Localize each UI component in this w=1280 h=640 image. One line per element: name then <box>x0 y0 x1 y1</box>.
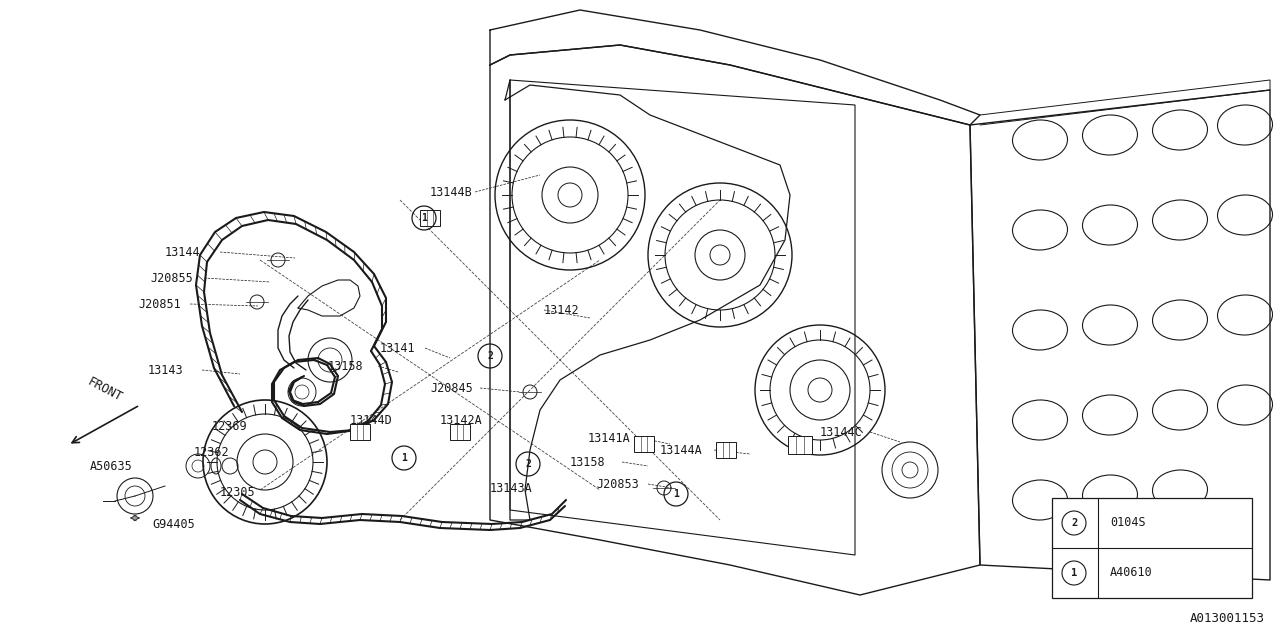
Bar <box>788 436 812 454</box>
Bar <box>634 436 654 452</box>
Text: FRONT: FRONT <box>86 376 124 404</box>
Bar <box>420 210 440 226</box>
Text: 13144A: 13144A <box>660 444 703 456</box>
Bar <box>716 442 736 458</box>
Text: G94405: G94405 <box>152 518 195 531</box>
Text: 0104S: 0104S <box>1110 516 1146 529</box>
Text: 13143A: 13143A <box>490 481 532 495</box>
Text: 12362: 12362 <box>195 445 229 458</box>
Text: 12305: 12305 <box>220 486 256 499</box>
Text: 13144C: 13144C <box>820 426 863 438</box>
Text: 2: 2 <box>488 351 493 361</box>
Text: 13144D: 13144D <box>349 413 393 426</box>
Text: 1: 1 <box>1071 568 1078 578</box>
Text: 1: 1 <box>673 489 678 499</box>
Text: 13141A: 13141A <box>588 431 631 445</box>
Text: 13142A: 13142A <box>440 413 483 426</box>
Bar <box>1052 498 1252 598</box>
Text: J20851: J20851 <box>138 298 180 310</box>
Text: J20845: J20845 <box>430 381 472 394</box>
Text: 13144: 13144 <box>165 246 201 259</box>
Text: 1: 1 <box>421 213 428 223</box>
Text: 2: 2 <box>525 459 531 469</box>
Text: 1: 1 <box>401 453 407 463</box>
Text: 13158: 13158 <box>570 456 605 468</box>
Bar <box>349 424 370 440</box>
Text: A013001153: A013001153 <box>1190 612 1265 625</box>
Text: 13144B: 13144B <box>430 186 472 198</box>
Text: 13142: 13142 <box>544 303 580 317</box>
Text: 13158: 13158 <box>328 360 364 372</box>
Text: 13141: 13141 <box>380 342 416 355</box>
Bar <box>451 424 470 440</box>
Text: J20855: J20855 <box>150 271 193 285</box>
Text: J20853: J20853 <box>596 477 639 490</box>
Text: A50635: A50635 <box>90 460 133 472</box>
Text: 12369: 12369 <box>212 419 247 433</box>
Text: 13143: 13143 <box>148 364 183 376</box>
Text: 2: 2 <box>1071 518 1078 528</box>
Text: A40610: A40610 <box>1110 566 1153 579</box>
